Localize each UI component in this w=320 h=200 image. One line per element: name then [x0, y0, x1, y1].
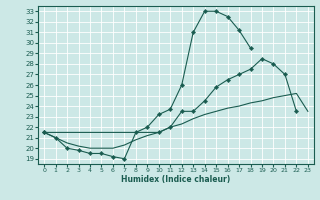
X-axis label: Humidex (Indice chaleur): Humidex (Indice chaleur) [121, 175, 231, 184]
